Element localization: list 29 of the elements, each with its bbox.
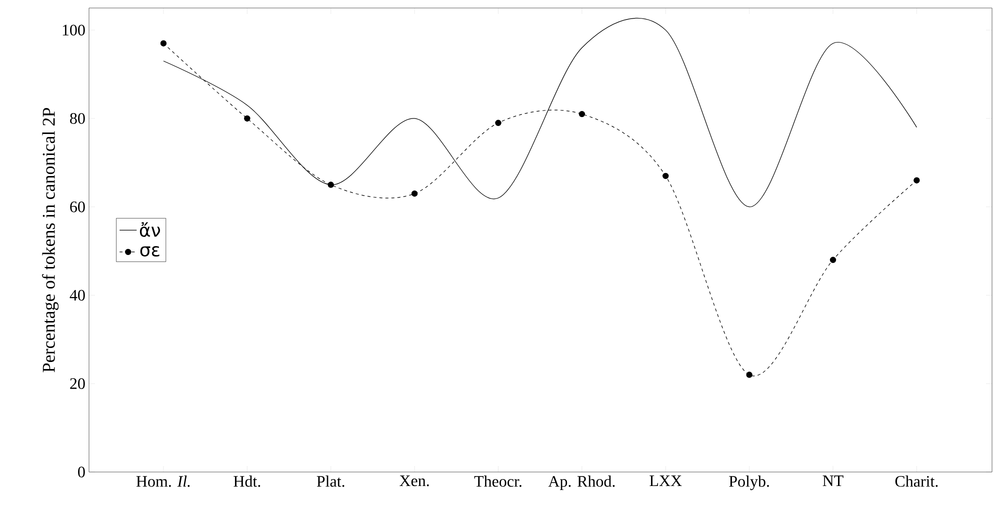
y-tick-label: 20 xyxy=(70,378,85,390)
x-tick-label: Hom. Il. xyxy=(136,476,190,487)
point xyxy=(328,182,334,188)
x-tick-label: Xen. xyxy=(400,476,429,486)
point xyxy=(662,172,669,180)
x-tick-label: LXX xyxy=(650,476,682,486)
legend-label: σε xyxy=(140,246,160,256)
x-tick-label: Polyb. xyxy=(729,476,769,490)
y-tick-label: 80 xyxy=(70,113,85,124)
x-tick-label: Plat. xyxy=(316,476,344,487)
x-tick-label: Hdt. xyxy=(234,476,260,487)
point xyxy=(830,256,836,263)
x-tick-label: Charit. xyxy=(895,476,938,487)
y-tick-label: 100 xyxy=(62,24,85,36)
point xyxy=(914,177,920,184)
point xyxy=(411,190,418,197)
x-tick-label: Theocr. xyxy=(474,476,522,487)
point xyxy=(244,115,250,122)
point xyxy=(160,40,167,46)
y-tick-label: 60 xyxy=(70,201,85,212)
x-tick-label: Ap. Rhod. xyxy=(548,476,615,490)
y-tick-label: 40 xyxy=(70,290,85,301)
legend-label: ἄν xyxy=(140,222,160,237)
y-tick-label: 0 xyxy=(78,466,85,478)
point xyxy=(495,120,502,126)
y-axis-title: Percentage of tokens in canonical 2P xyxy=(42,108,59,372)
x-tick-label: NT xyxy=(822,476,844,486)
point xyxy=(746,372,752,378)
point xyxy=(578,110,586,118)
